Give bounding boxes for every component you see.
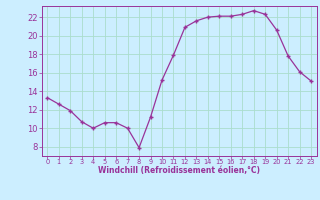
X-axis label: Windchill (Refroidissement éolien,°C): Windchill (Refroidissement éolien,°C) xyxy=(98,166,260,175)
